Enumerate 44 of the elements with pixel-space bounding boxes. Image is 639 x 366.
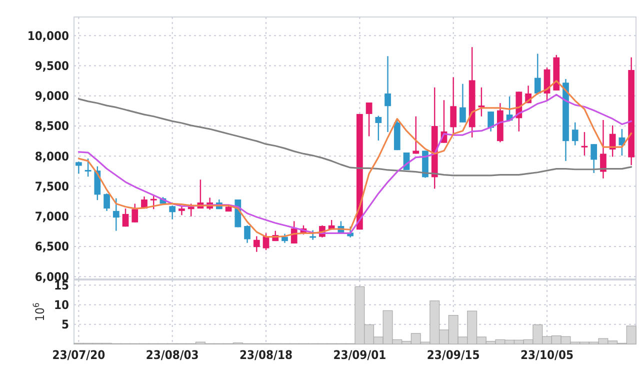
y-tick-label: 8,000 <box>34 149 69 164</box>
line-series <box>78 98 632 176</box>
candlestick <box>150 195 157 210</box>
candlestick <box>384 56 391 133</box>
candlestick <box>310 230 316 240</box>
candlestick <box>112 198 120 232</box>
candlestick <box>84 158 92 178</box>
x-tick-label: 23/09/01 <box>333 348 386 362</box>
y-tick-label: 6,500 <box>34 240 69 254</box>
candlestick <box>534 53 541 96</box>
candlestick <box>122 208 129 228</box>
candlestick <box>403 152 410 171</box>
candlestick <box>600 119 606 180</box>
candlestick <box>366 102 372 137</box>
candlestick <box>590 143 598 174</box>
candlestick <box>581 131 588 156</box>
candlestick <box>412 116 420 154</box>
candlestick <box>282 233 288 244</box>
y-tick-label: 10 <box>54 298 69 312</box>
y-tick-label: 8,500 <box>34 119 69 134</box>
y-tick-label: 9,000 <box>34 89 69 104</box>
y-tick-label: 7,500 <box>34 179 69 194</box>
candlestick <box>244 224 250 244</box>
y-tick-label: 7,000 <box>34 210 69 224</box>
candlestick <box>375 115 382 142</box>
candlestick <box>132 203 138 223</box>
candlestick <box>169 204 176 220</box>
candlestick <box>609 124 616 158</box>
x-tick-label: 23/08/03 <box>146 348 199 362</box>
candlestick <box>460 83 466 123</box>
candlestick <box>178 206 185 216</box>
candlestick <box>488 110 494 132</box>
x-tick-label: 23/07/20 <box>52 348 106 362</box>
candlestick <box>572 122 578 146</box>
candlestick <box>76 160 82 174</box>
candlestick <box>253 236 260 252</box>
candlestick <box>104 192 110 212</box>
x-tick-label: 23/10/05 <box>520 348 574 362</box>
x-tick-label: 23/09/15 <box>426 348 480 362</box>
y-tick-label: 5 <box>61 318 69 332</box>
y-tick-label: 10,000 <box>27 28 69 43</box>
y-tick-label: 9,500 <box>34 58 69 73</box>
y-tick-label: 6,000 <box>34 270 69 284</box>
x-tick-label: 23/08/18 <box>240 348 292 362</box>
